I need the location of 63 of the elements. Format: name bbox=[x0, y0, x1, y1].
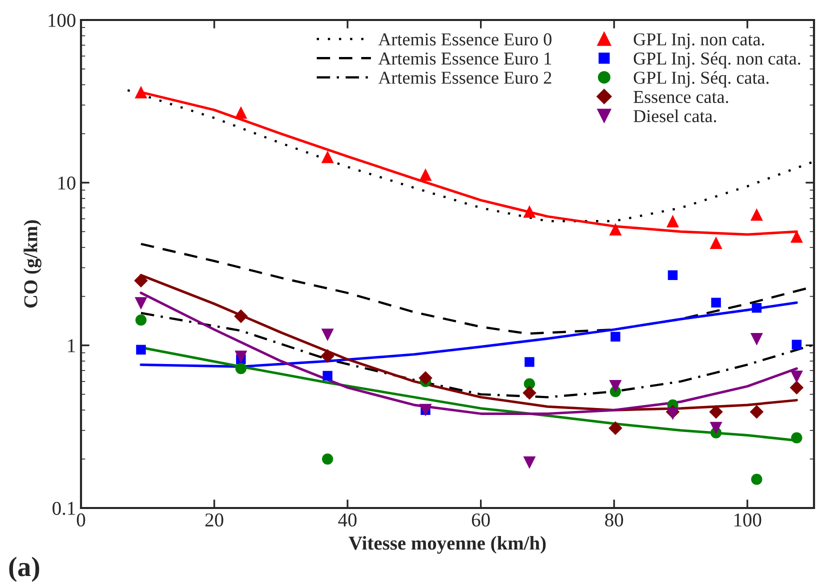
point bbox=[235, 362, 246, 374]
point bbox=[709, 404, 723, 419]
point bbox=[234, 350, 248, 364]
x-tick-label: 0 bbox=[76, 513, 86, 527]
point bbox=[750, 208, 763, 221]
point bbox=[134, 274, 148, 288]
point bbox=[322, 370, 332, 381]
point bbox=[134, 86, 148, 98]
line-series bbox=[140, 312, 814, 398]
point bbox=[234, 309, 248, 324]
point bbox=[610, 332, 620, 342]
point bbox=[666, 214, 679, 228]
x-axis-title: Vitesse moyenne (km/h) bbox=[348, 536, 546, 554]
legend-label: Essence cata. bbox=[634, 91, 728, 104]
x-tick-label: 100 bbox=[734, 513, 762, 527]
legend-label: GPL Inj. non cata. bbox=[634, 33, 764, 50]
point bbox=[668, 270, 678, 280]
point bbox=[609, 223, 622, 236]
point bbox=[750, 332, 763, 346]
point bbox=[752, 302, 762, 313]
point bbox=[791, 432, 802, 444]
point bbox=[320, 349, 334, 363]
point bbox=[522, 386, 536, 400]
point bbox=[750, 404, 764, 419]
point bbox=[523, 205, 536, 218]
point bbox=[234, 106, 248, 119]
x-tick-label: 60 bbox=[472, 513, 490, 527]
point bbox=[608, 421, 622, 435]
point bbox=[790, 380, 804, 394]
point bbox=[136, 344, 146, 355]
legend-label: Artemis Essence Euro 1 bbox=[378, 52, 552, 65]
legend-label: Artemis Essence Euro 2 bbox=[378, 72, 552, 84]
legend-label: GPL Inj. Séq. non cata. bbox=[634, 52, 800, 68]
point bbox=[609, 380, 622, 393]
point bbox=[711, 298, 721, 308]
point bbox=[523, 456, 536, 469]
point bbox=[792, 340, 802, 350]
point bbox=[321, 328, 334, 342]
y-tick-label: 0.1 bbox=[52, 502, 75, 516]
x-tick-label: 80 bbox=[605, 513, 624, 527]
point bbox=[134, 297, 148, 310]
point bbox=[524, 357, 534, 367]
y-tick-label: 100 bbox=[48, 14, 76, 27]
legend-label: GPL Inj. Séq. cata. bbox=[634, 71, 769, 88]
x-tick-label: 40 bbox=[338, 513, 357, 527]
legend-label: Diesel cata. bbox=[634, 110, 716, 122]
point bbox=[321, 150, 334, 164]
y-tick-label: 1 bbox=[68, 339, 75, 352]
point bbox=[790, 370, 803, 384]
text: (a) bbox=[9, 556, 40, 582]
point bbox=[418, 371, 432, 385]
point bbox=[710, 236, 722, 250]
point bbox=[135, 314, 147, 326]
point bbox=[666, 407, 679, 420]
point bbox=[710, 422, 722, 434]
point bbox=[322, 453, 334, 465]
y-tick-label: 10 bbox=[58, 176, 76, 190]
x-tick-label: 20 bbox=[205, 513, 224, 527]
point bbox=[790, 230, 803, 243]
legend-label: Artemis Essence Euro 0 bbox=[378, 33, 552, 46]
point bbox=[419, 168, 432, 181]
y-axis-title: CO (g/km) bbox=[24, 220, 42, 308]
point bbox=[751, 474, 762, 485]
